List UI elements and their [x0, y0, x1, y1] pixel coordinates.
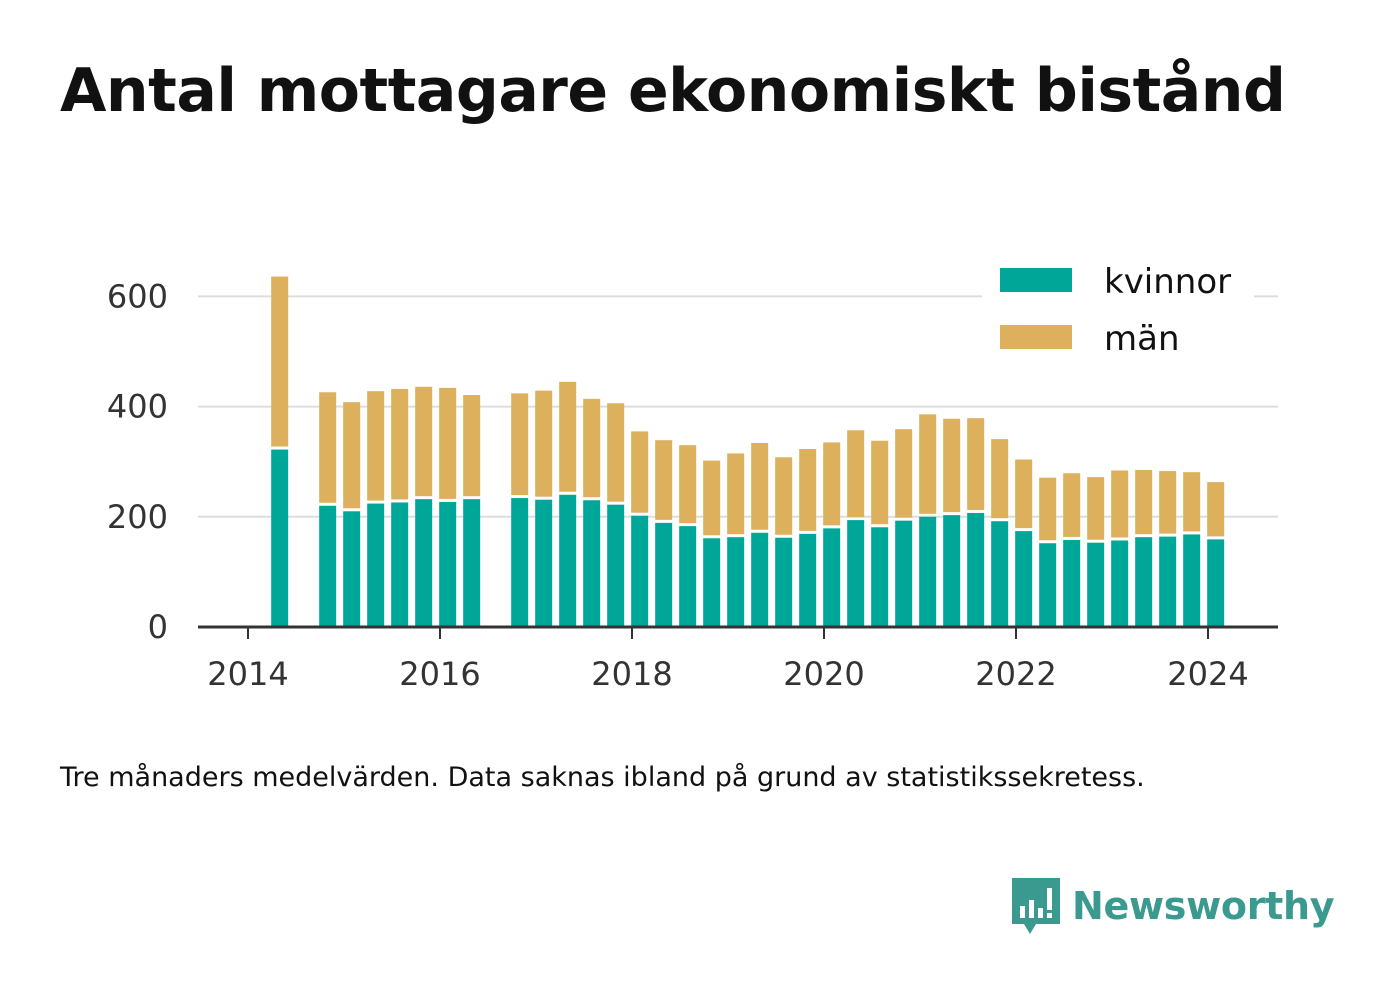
bar-man	[583, 398, 601, 498]
bar-man	[847, 430, 865, 518]
brand-name: Newsworthy	[1072, 884, 1335, 928]
bar-kvinnor	[631, 515, 649, 627]
bar-kvinnor	[775, 537, 793, 627]
bar-man	[367, 391, 385, 501]
bar-kvinnor	[535, 499, 553, 627]
bar-kvinnor	[727, 537, 745, 627]
y-tick-label: 200	[107, 498, 168, 536]
bar-man	[775, 457, 793, 535]
bar-man	[415, 386, 433, 497]
x-tick-label: 2016	[399, 655, 480, 693]
chart-title: Antal mottagare ekonomiskt bistånd	[60, 56, 1286, 126]
bar-kvinnor	[967, 512, 985, 627]
bar-kvinnor	[991, 521, 1009, 627]
bar-man	[391, 388, 409, 500]
bar-man	[463, 395, 481, 497]
bar-kvinnor	[367, 503, 385, 627]
bar-man	[1015, 459, 1033, 529]
bar-kvinnor	[1015, 531, 1033, 627]
bar-man	[655, 440, 673, 520]
bar-man	[1183, 472, 1201, 532]
bar-man	[535, 390, 553, 497]
bar-man	[511, 393, 529, 496]
bar-man	[559, 381, 577, 492]
bar-man	[1159, 471, 1177, 534]
bar-kvinnor	[343, 511, 361, 627]
bar-kvinnor	[1039, 543, 1057, 627]
bar-kvinnor	[703, 538, 721, 627]
bar-kvinnor	[583, 500, 601, 627]
bar-kvinnor	[1111, 540, 1129, 627]
bar-man	[871, 440, 889, 525]
legend-swatch-kvinnor	[1000, 268, 1072, 292]
bar-kvinnor	[415, 499, 433, 627]
bar-kvinnor	[823, 528, 841, 627]
bar-man	[439, 387, 457, 499]
bar-kvinnor	[607, 504, 625, 627]
bar-man	[679, 445, 697, 524]
bar-kvinnor	[391, 502, 409, 627]
legend-label-man: män	[1104, 319, 1180, 359]
bar-kvinnor	[439, 501, 457, 627]
bar-kvinnor	[679, 526, 697, 627]
bar-kvinnor	[1159, 536, 1177, 627]
bar-kvinnor	[1135, 537, 1153, 627]
bar-man	[1039, 477, 1057, 541]
bar-man	[703, 460, 721, 536]
bar-man	[607, 403, 625, 502]
x-tick-label: 2014	[207, 655, 288, 693]
bar-kvinnor	[751, 532, 769, 627]
x-tick-label: 2018	[591, 655, 672, 693]
bar-man	[1063, 473, 1081, 537]
x-tick-label: 2022	[975, 655, 1056, 693]
bar-man	[343, 402, 361, 509]
bar-man	[799, 449, 817, 531]
bar-chart-bubble-icon	[1012, 878, 1060, 934]
bar-kvinnor	[943, 515, 961, 627]
x-tick-label: 2024	[1167, 655, 1248, 693]
chart-footnote: Tre månaders medelvärden. Data saknas ib…	[60, 762, 1145, 793]
bar-man	[895, 429, 913, 518]
bar-man	[319, 392, 337, 503]
bar-kvinnor	[919, 516, 937, 627]
y-tick-label: 600	[107, 277, 168, 315]
brand-logo: Newsworthy	[1010, 876, 1335, 936]
bar-man	[967, 418, 985, 510]
bar-kvinnor	[559, 494, 577, 627]
bar-kvinnor	[847, 520, 865, 627]
bar-kvinnor	[1183, 534, 1201, 627]
legend-label-kvinnor: kvinnor	[1104, 262, 1231, 302]
bar-kvinnor	[895, 520, 913, 627]
bar-man	[751, 442, 769, 530]
x-tick-label: 2020	[783, 655, 864, 693]
bar-man	[919, 414, 937, 514]
bar-man	[1111, 470, 1129, 538]
bar-kvinnor	[463, 499, 481, 627]
bar-kvinnor	[655, 522, 673, 627]
bar-kvinnor	[319, 505, 337, 627]
bar-man	[631, 431, 649, 513]
bar-man	[823, 442, 841, 526]
bar-kvinnor	[1063, 539, 1081, 627]
bar-man	[727, 453, 745, 535]
bar-kvinnor	[271, 449, 289, 627]
bar-man	[943, 418, 961, 513]
bar-kvinnor	[1087, 542, 1105, 627]
y-tick-label: 400	[107, 388, 168, 426]
bar-kvinnor	[1207, 539, 1225, 627]
bar-kvinnor	[799, 533, 817, 627]
bar-man	[991, 439, 1009, 519]
bar-man	[1087, 477, 1105, 540]
bar-man	[1135, 469, 1153, 535]
bar-man	[271, 276, 289, 447]
y-tick-label: 0	[148, 608, 168, 646]
bar-kvinnor	[871, 527, 889, 627]
bar-kvinnor	[511, 498, 529, 627]
legend-swatch-man	[1000, 325, 1072, 349]
bar-man	[1207, 482, 1225, 537]
